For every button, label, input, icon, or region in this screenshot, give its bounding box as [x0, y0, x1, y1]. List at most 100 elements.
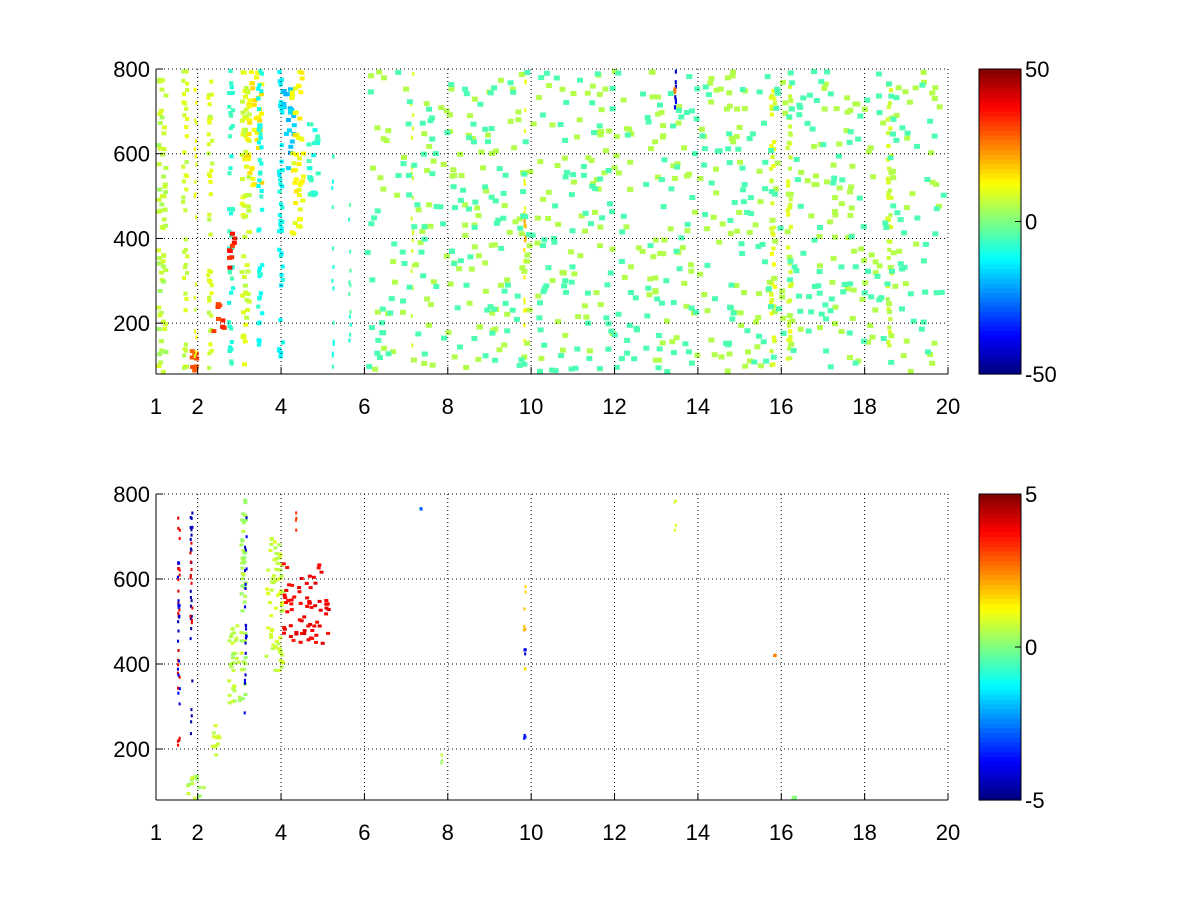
colorbar-step-2 — [979, 78, 1021, 84]
colorbar-step-33 — [979, 651, 1021, 658]
heatmap-cell-25-45 — [450, 167, 457, 173]
heatmap-cell-25-252 — [493, 148, 499, 154]
heatmap-cell-0-22 — [178, 738, 181, 742]
colorbar-step-55 — [979, 756, 1021, 763]
heatmap-cell-15-2 — [331, 179, 334, 184]
colorbar-step-17 — [979, 150, 1021, 156]
heatmap-cell-22-27 — [771, 335, 776, 340]
heatmap-cell-26-329 — [520, 213, 527, 219]
heatmap-cell-1-33 — [184, 69, 189, 74]
heatmap-cell-11-30 — [280, 219, 285, 224]
heatmap-cell-13-3 — [440, 761, 443, 765]
heatmap-cell-26-156 — [725, 146, 732, 152]
heatmap-cell-8-12 — [244, 587, 247, 590]
heatmap-cell-26-201 — [541, 342, 548, 348]
heatmap-cells — [176, 498, 797, 800]
colorbar-step-27 — [979, 197, 1021, 204]
heatmap-cell-9-45 — [280, 653, 285, 657]
heatmap-cell-3-4 — [189, 576, 192, 580]
heatmap-cell-26-226 — [899, 125, 906, 131]
heatmap-cell-1-28 — [182, 150, 187, 155]
heatmap-cell-12-6 — [288, 87, 293, 92]
colorbar-step-39 — [979, 254, 1021, 261]
heatmap-cell-2-3 — [192, 368, 198, 373]
heatmap-cell-25-113 — [708, 99, 715, 105]
heatmap-cell-0-34 — [159, 348, 165, 353]
heatmap-cell-18-5 — [523, 181, 526, 186]
heatmap-cell-25-172 — [746, 229, 753, 235]
heatmap-cell-25-361 — [613, 153, 620, 159]
heatmap-cell-1-27 — [182, 249, 187, 254]
heatmap-cell-26-309 — [894, 210, 901, 216]
heatmap-cell-4-36 — [207, 118, 212, 123]
heatmap-cell-25-293 — [733, 283, 740, 288]
heatmap-cell-22-20 — [769, 251, 774, 256]
colorbar-step-10 — [979, 116, 1021, 123]
heatmap-cell-3-17 — [194, 118, 197, 123]
heatmap-cell-0-21 — [157, 77, 163, 82]
heatmap-cell-1-3 — [183, 291, 188, 296]
colorbar-step-14 — [979, 560, 1021, 567]
heatmap-cell-25-203 — [581, 303, 588, 309]
heatmap-cell-25-331 — [593, 177, 600, 183]
heatmap-cell-4-26 — [209, 348, 214, 353]
heatmap-cell-26-177 — [657, 102, 663, 108]
heatmap-cell-24-16 — [886, 180, 891, 185]
heatmap-cell-11-1 — [277, 79, 282, 84]
heatmap-cell-10-10 — [282, 626, 287, 629]
heatmap-cell-26-357 — [411, 162, 418, 168]
colorbar-step-45 — [979, 709, 1021, 715]
heatmap-cell-4-38 — [207, 295, 212, 300]
heatmap-cell-22-7 — [772, 96, 777, 101]
heatmap-cell-18-3 — [773, 654, 776, 658]
heatmap-cell-0-2 — [157, 121, 163, 125]
heatmap-cell-25-103 — [609, 246, 616, 252]
heatmap-cell-26-64 — [563, 289, 569, 295]
heatmap-cell-13-44 — [297, 216, 303, 221]
heatmap-cell-23-30 — [786, 183, 791, 188]
heatmap-cell-25-271 — [784, 229, 791, 235]
colorbar-step-3 — [979, 83, 1021, 89]
heatmap-cell-26-90 — [536, 315, 543, 321]
colorbar-step-12 — [979, 126, 1021, 132]
heatmap-cell-0-7 — [177, 567, 180, 570]
heatmap-cell-26-368 — [747, 195, 754, 201]
heatmap-cell-26-258 — [597, 176, 604, 182]
heatmap-cell-26-39 — [591, 130, 597, 136]
heatmap-cell-26-332 — [568, 366, 575, 372]
heatmap-cell-18-20 — [523, 129, 526, 134]
heatmap-cell-0-13 — [158, 108, 164, 113]
colorbar-step-16 — [979, 570, 1021, 576]
heatmap-cell-10-26 — [258, 272, 263, 277]
heatmap-cell-26-105 — [471, 139, 477, 145]
heatmap-cell-25-68 — [419, 229, 426, 234]
heatmap-cell-15-0 — [524, 652, 527, 656]
heatmap-cell-14-8 — [523, 667, 526, 671]
heatmap-cell-18-18 — [524, 80, 527, 85]
heatmap-cell-10-39 — [256, 96, 261, 101]
heatmap-cell-5-9 — [213, 745, 218, 749]
heatmap-cell-10-47 — [314, 640, 318, 644]
heatmap-cell-25-253 — [724, 368, 731, 374]
heatmap-cell-2-7 — [189, 537, 192, 541]
heatmap-cell-3-15 — [195, 120, 198, 125]
heatmap-cell-26-364 — [603, 315, 610, 321]
colorbar-step-3 — [979, 508, 1021, 514]
heatmap-cell-1-0 — [177, 629, 180, 633]
colorbar-step-62 — [979, 790, 1021, 796]
heatmap-cell-26-25 — [513, 316, 520, 322]
heatmap-cell-14-3 — [523, 624, 526, 628]
heatmap-cell-23-26 — [788, 202, 793, 207]
heatmap-cell-13-40 — [294, 152, 300, 157]
heatmap-cell-26-20 — [552, 368, 559, 374]
heatmap-cell-11-4 — [279, 251, 284, 256]
heatmap-cell-4-35 — [206, 273, 211, 278]
heatmap-cell-13-0 — [296, 162, 302, 167]
colorbar-step-38 — [979, 250, 1021, 256]
heatmap-cell-14-18 — [308, 122, 314, 127]
heatmap-cell-25-289 — [655, 94, 661, 100]
heatmap-cell-26-66 — [368, 325, 375, 331]
heatmap-cell-26-54 — [788, 106, 795, 112]
heatmap-cell-17-14 — [412, 231, 415, 236]
heatmap-cell-6-6 — [230, 627, 235, 631]
